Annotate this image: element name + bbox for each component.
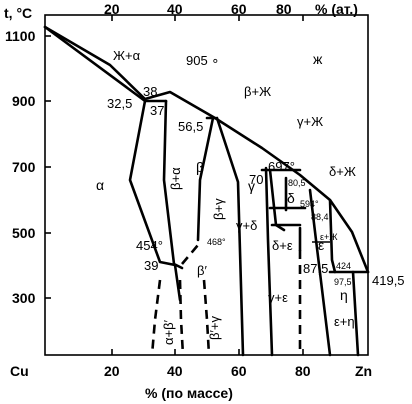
alpha-beta-prime-rotated-label: α+β′ xyxy=(161,319,176,345)
point-697: 697° xyxy=(268,159,295,174)
point-38: 38 xyxy=(143,84,157,99)
epsilon-right-boundary-line xyxy=(328,198,337,274)
alpha-label: α xyxy=(96,177,104,193)
eta-label: η xyxy=(340,287,348,303)
gamma-zh-label: γ+Ж xyxy=(297,114,323,129)
y-tick-500: 500 xyxy=(12,225,36,241)
x-top-tick-60: 60 xyxy=(231,1,247,17)
axis-labels: t, °C % (ат.) % (по массе) Cu Zn 1100 90… xyxy=(4,1,372,401)
phase-field-labels: ж Ж+α α β γ ε η β+Ж γ+Ж δ+Ж γ+δ δ+ε γ+ε … xyxy=(96,48,356,345)
beta-prime-gamma-rotated-label: β′+γ xyxy=(207,315,222,340)
epsilon-left-boundary-line xyxy=(308,188,332,357)
liquid-label: ж xyxy=(313,51,323,67)
delta-zh-label: δ+Ж xyxy=(329,164,356,179)
point-32-5: 32,5 xyxy=(107,96,132,111)
axis-ticks xyxy=(45,15,304,355)
x-axis-top-title: % (ат.) xyxy=(315,1,358,17)
point-468: 468° xyxy=(207,237,226,247)
liquidus-line xyxy=(43,25,370,274)
epsilon-label: ε xyxy=(318,237,324,253)
eps-zh-small-label: ε+Ж xyxy=(320,232,338,242)
beta-left-boundary-line xyxy=(162,99,184,270)
left-end-label: Cu xyxy=(10,363,29,379)
point-594: 594° xyxy=(300,199,319,209)
alpha-low-temp-dashed-line xyxy=(150,279,162,356)
gamma-right-boundary-line xyxy=(268,168,286,232)
y-tick-700: 700 xyxy=(12,159,36,175)
delta-eps-label: δ+ε xyxy=(272,238,293,253)
point-419-5: 419,5 xyxy=(372,273,405,288)
gamma-eps-label: γ+ε xyxy=(268,290,288,305)
x-bottom-tick-80: 80 xyxy=(295,363,311,379)
x-top-tick-20: 20 xyxy=(104,1,120,17)
gamma-delta-label: γ+δ xyxy=(236,218,257,233)
x-bottom-tick-60: 60 xyxy=(231,363,247,379)
dashed-boundaries xyxy=(150,244,302,356)
point-70: 70 xyxy=(249,172,263,187)
y-tick-1100: 1100 xyxy=(5,28,36,44)
point-37: 37 xyxy=(150,103,164,118)
y-tick-900: 900 xyxy=(12,93,36,109)
beta-gamma-rotated-label: β+γ xyxy=(211,198,226,220)
zh-alpha-label: Ж+α xyxy=(113,48,141,63)
diagram-frame xyxy=(44,14,369,356)
x-axis-bottom-title: % (по массе) xyxy=(145,385,233,401)
point-80-5: 80,5 xyxy=(288,178,306,188)
eps-eta-label: ε+η xyxy=(334,314,355,329)
beta-prime-label: β′ xyxy=(197,263,207,278)
x-top-tick-80: 80 xyxy=(276,1,292,17)
delta-small-label: δ xyxy=(287,190,295,206)
eta-boundary-line xyxy=(351,270,360,357)
x-top-tick-40: 40 xyxy=(167,1,183,17)
y-tick-300: 300 xyxy=(12,290,36,306)
alpha-solidus-line xyxy=(43,25,147,103)
point-labels: 905 ∘ 38 32,5 37 56,5 697° 70 80,5 594° … xyxy=(107,53,405,288)
alpha-boundary-line xyxy=(128,99,177,267)
alpha-beta-rotated-label: β+α xyxy=(168,167,183,190)
point-97-5: 97,5 xyxy=(334,277,352,287)
beta-prime-low-temp-dashed-line xyxy=(178,279,185,356)
point-905: 905 ∘ xyxy=(186,53,219,68)
beta-order-transition-dashed-line xyxy=(181,244,199,265)
right-end-label: Zn xyxy=(355,363,372,379)
alpha-left-segment-line xyxy=(173,263,182,302)
beta-zh-label: β+Ж xyxy=(244,84,271,99)
x-bottom-tick-20: 20 xyxy=(104,363,120,379)
point-454: 454° xyxy=(136,238,163,253)
beta-right-boundary-line xyxy=(196,116,215,242)
point-87-5: 87,5 xyxy=(303,261,328,276)
y-axis-title: t, °C xyxy=(4,5,32,21)
point-39: 39 xyxy=(144,258,158,273)
gamma-left-boundary-line xyxy=(264,166,274,357)
point-424: 424 xyxy=(336,261,351,271)
phase-boundaries xyxy=(43,25,370,357)
gamma-label: γ xyxy=(248,178,255,194)
point-88-4: 88,4 xyxy=(311,212,329,222)
beta-label: β xyxy=(196,159,204,175)
point-56-5: 56,5 xyxy=(178,119,203,134)
beta-gamma-right-line xyxy=(215,116,245,357)
x-bottom-tick-40: 40 xyxy=(167,363,183,379)
gamma-low-temp-dashed-line xyxy=(202,279,211,356)
